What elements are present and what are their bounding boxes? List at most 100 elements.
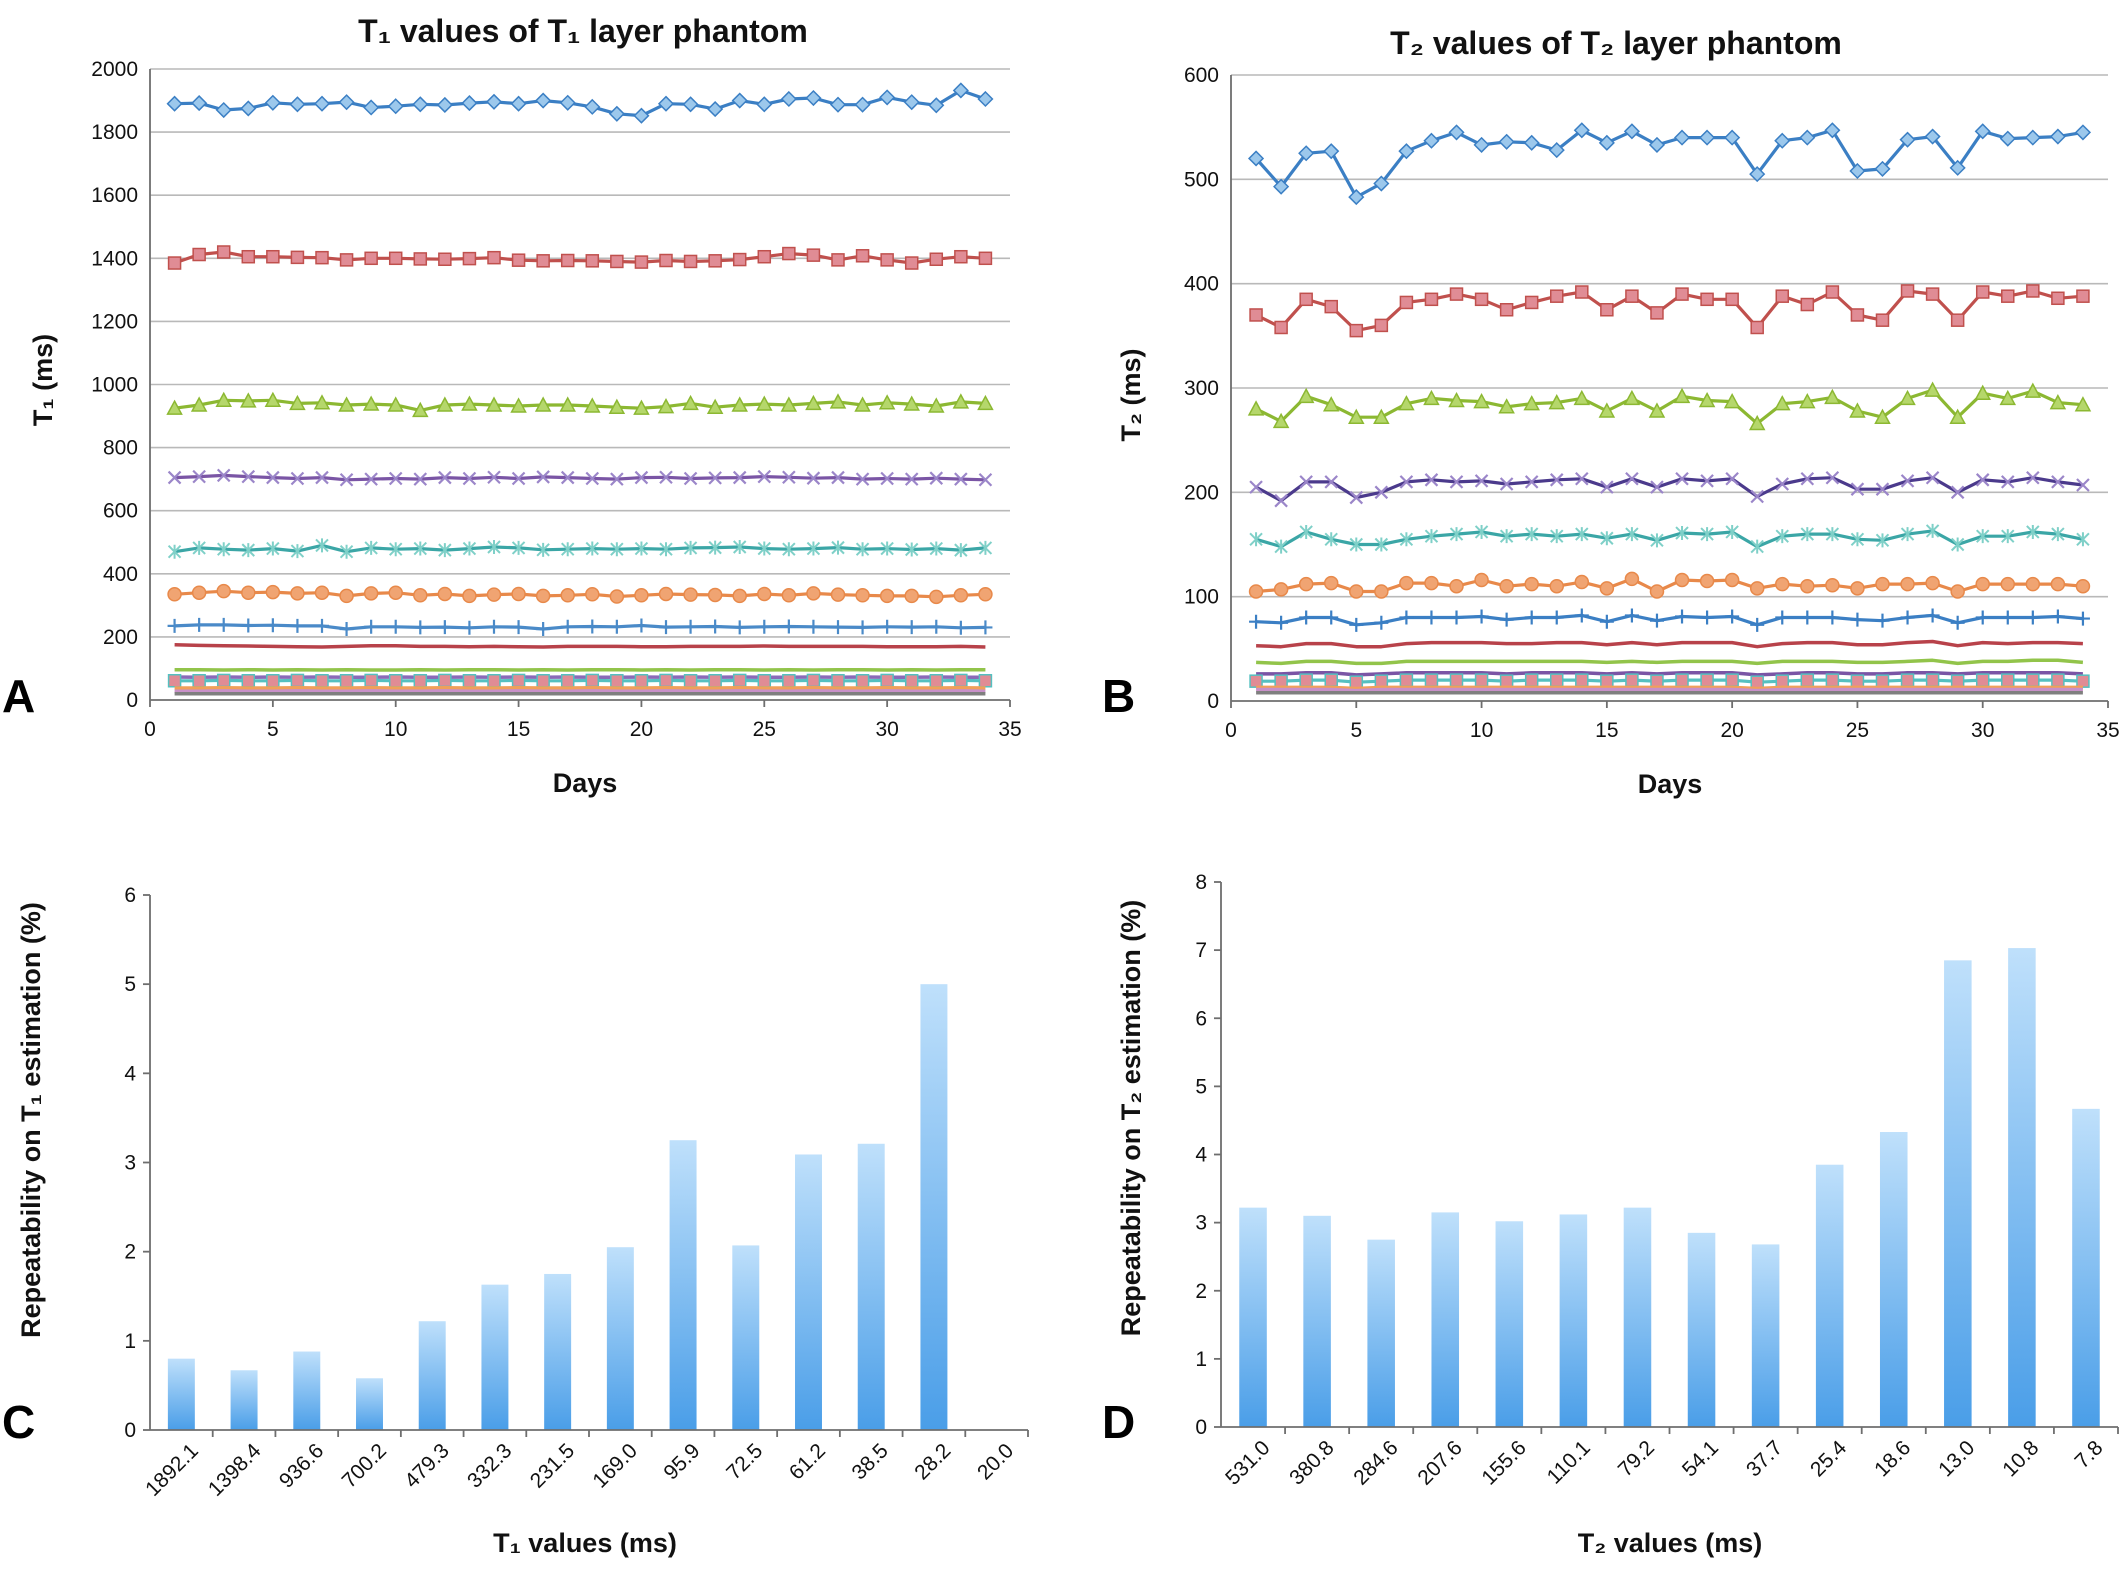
chart-a-series-11-point <box>782 674 796 688</box>
chart-a-series-11-point <box>855 674 870 688</box>
chart-a-series-1-point <box>535 92 552 109</box>
chart-b-series-6-point <box>1724 572 1740 588</box>
chart-a-series-4-point <box>364 472 378 486</box>
chart-a-series-8-line <box>174 643 986 649</box>
chart-a-series-7-point <box>388 619 403 634</box>
chart-a-series-4-point <box>782 470 796 485</box>
chart-a-series-2-point <box>364 251 378 266</box>
chart-a-series-6-point <box>560 588 575 603</box>
chart-d-bar <box>1559 1214 1588 1427</box>
chart-a-series-6-point <box>879 588 895 604</box>
chart-c-y-tick-label: 6 <box>124 884 136 907</box>
chart-c-x-tick-label: 479.3 <box>400 1439 453 1492</box>
chart-b-series-6-point <box>2025 576 2041 592</box>
chart-a-series-1-point <box>485 93 503 110</box>
chart-b-series-3-point <box>1573 389 1591 406</box>
chart-b-series-5-point <box>2076 532 2090 547</box>
chart-a-series-1-point <box>805 89 822 107</box>
chart-b-series-2-point <box>1399 295 1414 310</box>
chart-b-series-5-point <box>1650 533 1664 548</box>
chart-b-series-4-point <box>1549 473 1564 487</box>
chart-a-y-tick-label: 1400 <box>91 247 138 270</box>
chart-a-series-5-point <box>634 541 649 556</box>
chart-b-series-4-point <box>2076 478 2090 492</box>
chart-b-series-6-point <box>1950 584 1965 599</box>
chart-b-series-6-point <box>1674 572 1690 588</box>
chart-b-series-6-point <box>1449 578 1464 594</box>
chart-a-series-6-point <box>388 585 403 600</box>
chart-a-series-7-point <box>462 620 477 635</box>
chart-b-series-5-point <box>1249 532 1263 547</box>
chart-b-series-4-point <box>1750 489 1764 504</box>
chart-d-x-tick-label: 13.0 <box>1934 1436 1979 1481</box>
chart-b-series-2-line <box>1255 289 2084 333</box>
chart-a-y-tick-label: 800 <box>103 437 138 460</box>
chart-a-series-2-point <box>659 253 673 268</box>
chart-a-series-7-point <box>315 618 329 633</box>
chart-a-series-5-point <box>954 543 968 558</box>
chart-b-series-11-point <box>1725 673 1739 687</box>
chart-a-series-6-point <box>339 588 354 604</box>
chart-b-series-7-point <box>1274 615 1289 630</box>
chart-a-series-7-point <box>953 620 968 635</box>
chart-b-series-4-point <box>1324 475 1339 489</box>
chart-b-series-2-point <box>2001 289 2015 303</box>
chart-c-bar <box>418 1321 446 1430</box>
chart-c-x-tick-label: 169.0 <box>588 1439 641 1492</box>
chart-b-series-1-point <box>1298 145 1315 162</box>
chart-a-series-2-point <box>806 248 821 262</box>
chart-c-x-tick-label: 231.5 <box>526 1439 579 1492</box>
chart-b-series-4-point <box>1875 482 1890 496</box>
chart-a-series-1-point <box>191 95 208 112</box>
chart-b-series-4-point <box>1249 480 1263 494</box>
chart-b-series-4-line <box>1255 476 2084 503</box>
chart-a-series-6-point <box>855 588 870 603</box>
chart-a-series-3-point <box>534 396 552 412</box>
chart-a-series-4-point <box>560 470 575 485</box>
chart-b-series-2-point <box>1850 308 1865 322</box>
chart-a-series-4-point <box>585 471 600 486</box>
chart-b-series-6-point <box>2050 576 2066 592</box>
chart-a-series-6-point <box>978 587 993 602</box>
chart-b-series-4-point <box>1800 471 1815 486</box>
chart-b-series-6-point <box>1775 576 1790 592</box>
chart-b-series-5-point <box>2001 529 2015 544</box>
chart-a-series-6-point <box>437 586 453 602</box>
chart-d-x-axis-label: T₂ values (ms) <box>1578 1528 1763 1558</box>
chart-b-series-11-point <box>1675 673 1689 687</box>
chart-b-series-5-point <box>1850 532 1865 547</box>
chart-b-series-7-point <box>1649 613 1664 628</box>
chart-a-series-5-point <box>511 540 526 555</box>
chart-a-series-11-point <box>290 673 305 688</box>
chart-a-series-11-point <box>167 674 182 688</box>
chart-a-y-tick-label: 600 <box>103 500 138 523</box>
chart-a-series-7-point <box>855 620 870 635</box>
chart-a-series-7-point <box>413 620 428 635</box>
chart-a-series-2-point <box>462 251 477 266</box>
chart-b-series-4-point <box>1424 473 1439 487</box>
chart-a-series-1-point <box>510 95 527 112</box>
chart-a-series-2-point <box>339 253 354 267</box>
chart-b-series-2-point <box>1324 299 1338 314</box>
chart-a-series-6-point <box>683 587 698 602</box>
chart-b-series-5-line <box>1255 529 2084 549</box>
chart-c-y-tick-label: 3 <box>124 1152 136 1175</box>
chart-a-series-3-line <box>174 398 986 412</box>
chart-d-bar <box>2008 948 2036 1427</box>
chart-a-series-7-point <box>585 619 600 634</box>
chart-a-series-2-point <box>683 254 698 269</box>
chart-a-series-4-point <box>659 470 673 485</box>
chart-b-series-7-point <box>1925 608 1940 623</box>
chart-d-x-tick-label: 10.8 <box>1998 1436 2043 1481</box>
chart-a-title: T₁ values of T₁ layer phantom <box>358 13 808 49</box>
chart-c-x-tick-label: 1398.4 <box>204 1439 266 1501</box>
chart-a-series-6-point <box>314 585 330 600</box>
chart-a-series-7-point <box>364 619 379 634</box>
chart-b-series-6-point <box>1699 573 1715 589</box>
chart-a-series-5-point <box>413 541 427 556</box>
chart-b-series-5-point <box>1399 532 1414 547</box>
chart-a-x-tick-label: 15 <box>507 718 530 741</box>
chart-c-y-tick-label: 0 <box>124 1419 136 1442</box>
chart-b-series-5-point <box>1900 527 1915 542</box>
chart-b-series-3-line <box>1255 388 2084 426</box>
